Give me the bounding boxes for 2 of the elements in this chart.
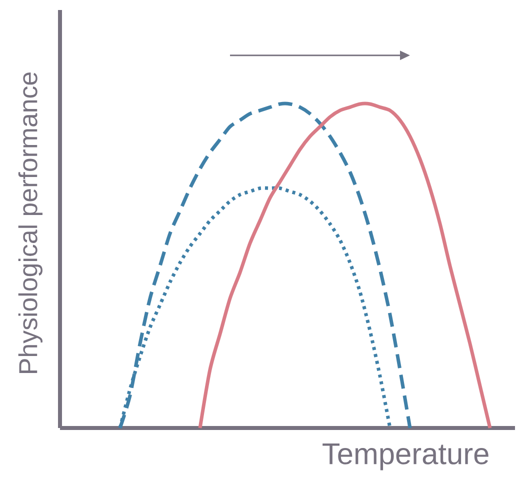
- y-axis-title: Physiological performance: [18, 72, 42, 373]
- x-axis-title: Temperature: [322, 444, 488, 470]
